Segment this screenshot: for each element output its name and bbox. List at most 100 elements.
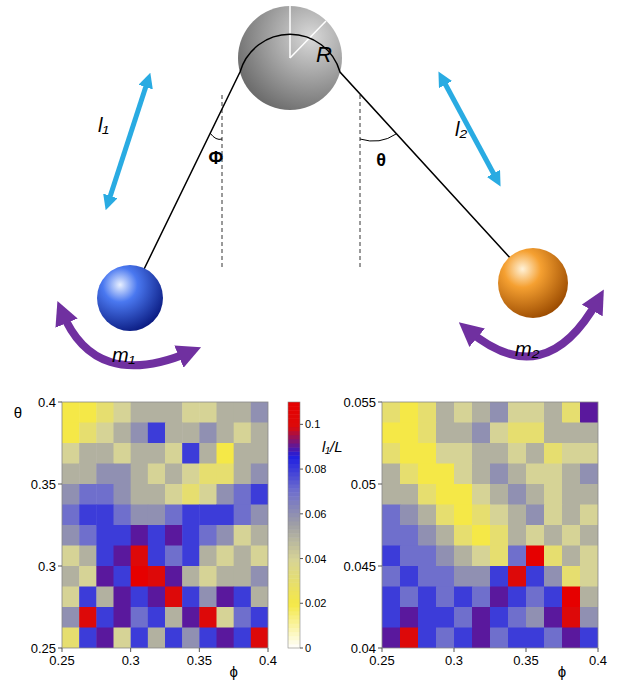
heat-cell <box>472 443 491 464</box>
heat-cell <box>436 546 455 567</box>
heat-cell <box>526 525 545 546</box>
colorbar-tick-label: 0 <box>305 642 311 654</box>
heat-cell <box>148 505 166 526</box>
heat-cell <box>472 525 491 546</box>
heat-cell <box>490 525 509 546</box>
heat-cell <box>454 546 473 567</box>
heat-cell <box>544 402 563 423</box>
colorbar-swatch <box>288 418 300 423</box>
x-tick <box>526 648 527 652</box>
colorbar-tick-label: 0.1 <box>305 418 320 430</box>
heat-cell <box>418 587 437 608</box>
heat-cell <box>217 628 235 649</box>
heat-cell <box>454 505 473 526</box>
heat-cell <box>165 587 183 608</box>
y-tick-label: 0.045 <box>343 559 376 574</box>
heat-cell <box>382 402 401 423</box>
heat-cell <box>62 566 80 587</box>
colorbar-swatch <box>288 464 300 469</box>
angle-label: θ <box>376 150 386 170</box>
x-tick <box>199 648 200 652</box>
colorbar-swatch <box>288 406 300 411</box>
heat-cell <box>251 566 268 587</box>
heat-cell <box>62 546 80 567</box>
y-tick <box>58 566 62 567</box>
heat-cell <box>400 443 419 464</box>
y-tick-label: 0.3 <box>38 559 56 574</box>
colorbar-swatch <box>288 484 300 489</box>
x-tick-label: 0.3 <box>445 653 463 668</box>
heat-cell <box>382 607 401 628</box>
heat-cell <box>62 607 80 628</box>
heat-cell <box>418 402 437 423</box>
heat-cell <box>562 484 581 505</box>
heat-cell <box>217 464 235 485</box>
heat-cell <box>251 484 268 505</box>
heat-cell <box>400 525 419 546</box>
heat-cell <box>199 484 217 505</box>
heat-cell <box>182 566 200 587</box>
x-tick-label: 0.4 <box>589 653 607 668</box>
heat-cell <box>182 546 200 567</box>
heat-cell <box>490 607 509 628</box>
heat-cell <box>472 628 491 649</box>
heat-cell <box>234 402 252 423</box>
heat-cell <box>526 443 545 464</box>
heat-cell <box>472 587 491 608</box>
heat-cell <box>62 443 80 464</box>
colorbar-swatch <box>288 480 300 485</box>
colorbar-swatch <box>288 574 300 579</box>
heat-cell <box>418 443 437 464</box>
x-tick <box>62 648 63 652</box>
y-tick <box>378 566 382 567</box>
heat-cell <box>131 587 149 608</box>
heat-cell <box>526 402 545 423</box>
heat-cell <box>508 484 527 505</box>
heat-cell <box>79 402 97 423</box>
y-tick <box>58 648 62 649</box>
heat-cell <box>62 505 80 526</box>
x-tick <box>454 648 455 652</box>
heat-cell <box>165 566 183 587</box>
heat-cell <box>114 443 132 464</box>
heat-cell <box>182 443 200 464</box>
heat-cell <box>114 546 132 567</box>
heat-cell <box>490 402 509 423</box>
heat-cell <box>251 464 268 485</box>
heat-cell <box>418 525 437 546</box>
colorbar-tick <box>300 424 303 425</box>
colorbar-swatch <box>288 529 300 534</box>
heat-cell <box>436 525 455 546</box>
colorbar-swatch <box>288 554 300 559</box>
y-tick <box>378 402 382 403</box>
diagram: RΦθl₁l₂m₁m₂ <box>62 6 598 366</box>
heat-cell <box>382 628 401 649</box>
heat-cell <box>182 505 200 526</box>
x-tick-label: 0.3 <box>122 653 140 668</box>
heat-cell <box>96 464 114 485</box>
angle-arc <box>210 133 222 139</box>
heat-cell <box>182 587 200 608</box>
heat-cell <box>562 402 581 423</box>
heat-cell <box>148 464 166 485</box>
heat-cell <box>96 566 114 587</box>
colorbar-swatch <box>288 591 300 596</box>
heat-cell <box>62 628 80 649</box>
heat-cell <box>131 505 149 526</box>
heat-cell <box>400 505 419 526</box>
colorbar-frame <box>288 402 300 648</box>
heat-cell <box>508 464 527 485</box>
heat-cell <box>148 628 166 649</box>
colorbar-swatch <box>288 619 300 624</box>
figure: RΦθl₁l₂m₁m₂0.250.30.350.40.250.30.350.4ϕ… <box>0 0 635 685</box>
cells <box>62 402 268 648</box>
heat-cell <box>96 402 114 423</box>
heat-cell <box>562 546 581 567</box>
heat-cell <box>454 587 473 608</box>
heat-cell <box>472 546 491 567</box>
colorbar-swatch <box>288 570 300 575</box>
y-tick-label: 0.25 <box>31 641 56 656</box>
colorbar-tick-label: 0.06 <box>305 508 326 520</box>
heat-cell <box>562 423 581 444</box>
heat-cell <box>400 484 419 505</box>
